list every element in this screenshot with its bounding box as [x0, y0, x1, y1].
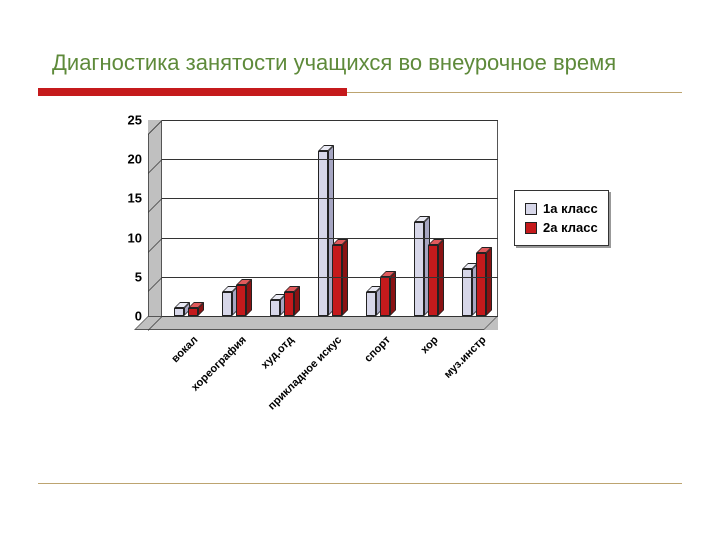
legend-swatch [525, 203, 537, 215]
bar-series-2 [476, 253, 486, 316]
y-tick-label: 0 [135, 309, 142, 324]
y-tick-label: 15 [128, 191, 142, 206]
bar-series-1 [414, 222, 424, 316]
y-tick-label: 10 [128, 230, 142, 245]
page-title: Диагностика занятости учащихся во внеуро… [38, 50, 682, 76]
legend-label: 1а класс [543, 201, 598, 216]
bar-series-1 [366, 292, 376, 316]
y-tick-label: 25 [128, 113, 142, 128]
bar-series-1 [174, 308, 184, 316]
x-tick-label: худ.отд [259, 334, 296, 371]
bar-series-2 [236, 285, 246, 316]
bar-chart: 0510152025 вокалхореографияхуд.отдприкла… [148, 120, 498, 330]
x-tick-label: хор [418, 334, 440, 356]
bar-series-1 [270, 300, 280, 316]
legend-label: 2а класс [543, 220, 598, 235]
bar-series-2 [284, 292, 294, 316]
legend-item: 2а класс [525, 218, 598, 237]
y-axis: 0510152025 [112, 120, 148, 316]
bar-series-2 [380, 277, 390, 316]
legend-swatch [525, 222, 537, 234]
x-tick-label: муз.инстр [442, 334, 489, 381]
bar-series-2 [332, 245, 342, 316]
x-tick-label: спорт [362, 334, 393, 365]
bar-series-2 [188, 308, 198, 316]
y-tick-label: 5 [135, 269, 142, 284]
bar-series-1 [318, 151, 328, 316]
x-tick-label: вокал [169, 334, 200, 365]
bar-series-1 [222, 292, 232, 316]
bar-series-2 [428, 245, 438, 316]
legend: 1а класс 2а класс [514, 190, 609, 246]
y-tick-label: 20 [128, 152, 142, 167]
chart-container: 0510152025 вокалхореографияхуд.отдприкла… [148, 120, 628, 330]
rule-thick [38, 88, 347, 96]
legend-item: 1а класс [525, 199, 598, 218]
footer-rule [38, 483, 682, 484]
title-divider [38, 88, 682, 98]
